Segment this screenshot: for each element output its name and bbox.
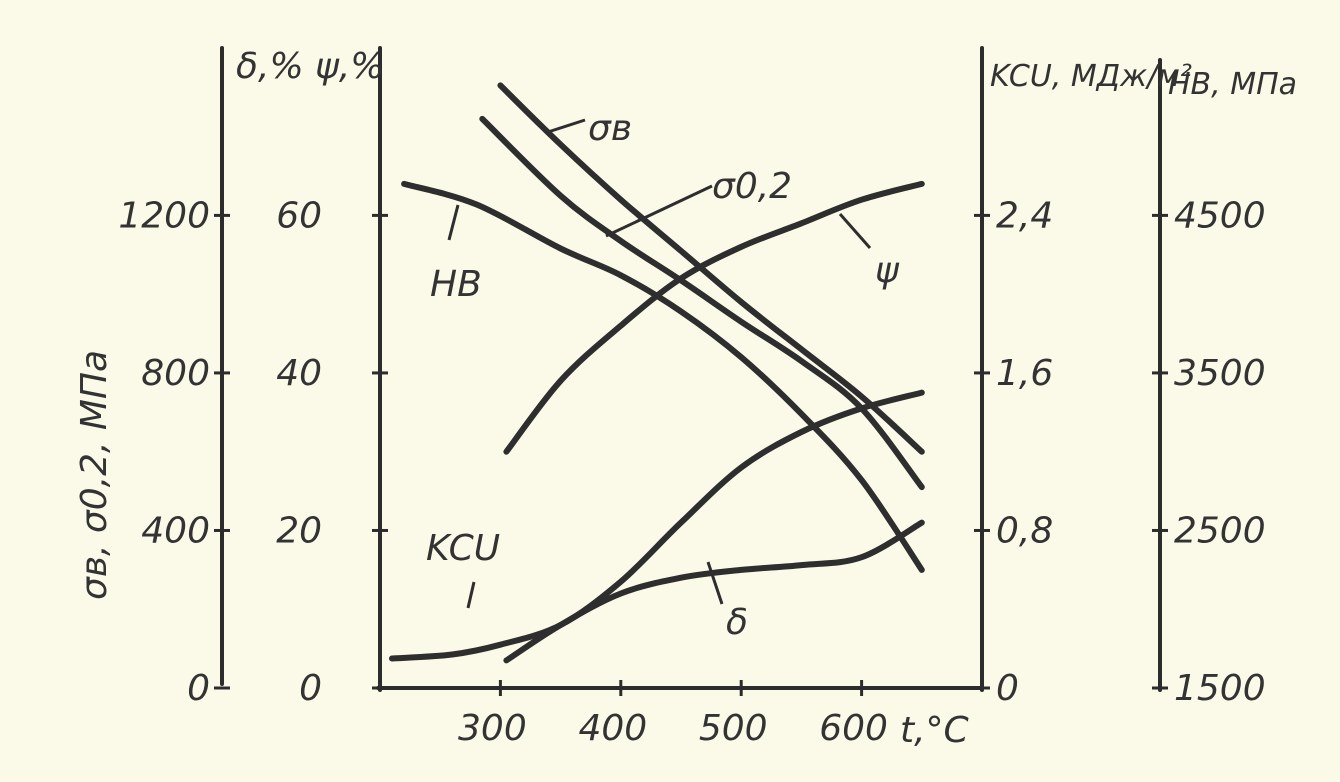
series-line-sigma-b [497,82,925,455]
label-leader [547,118,586,134]
strength-axis-label: σв, σ0,2, МПа [74,350,115,600]
ductility-tick-label: 40 [276,353,322,394]
series [389,82,925,664]
axes [220,46,1162,692]
series-label-kcu: KCU [426,528,500,569]
series-label-hb: HB [430,264,482,305]
label-leader [605,184,713,238]
impact-tick-label: 0 [996,668,1019,709]
ductility-tick-label: 60 [276,195,322,236]
series-line-psi [503,180,925,455]
hardness-tick-label: 4500 [1174,195,1266,236]
ductility-tick-label: 20 [276,510,322,551]
label-leader [706,561,724,605]
strength-tick-label: 800 [141,353,210,394]
strength-tick-label: 0 [187,668,210,709]
x-tick-label: 600 [819,708,888,749]
series-line-kcu [389,389,925,662]
series-label-psi: ψ [875,250,900,291]
series-label-sigma-b: σв [588,108,632,149]
x-tick-label: 400 [578,708,647,749]
label-leader [447,204,460,241]
x-tick-label: 300 [458,708,527,749]
ductility-axis-label: δ,% ψ,% [236,46,385,87]
ticks: 04008001200020406000,81,62,4150025003500… [118,195,1265,749]
hardness-tick-label: 2500 [1174,510,1266,551]
hardness-axis-label: HB, МПа [1168,67,1297,102]
impact-tick-label: 0,8 [996,510,1053,551]
impact-tick-label: 1,6 [996,353,1053,394]
strength-tick-label: 1200 [118,195,210,236]
series-line-hb [401,180,925,573]
series-label-delta: δ [726,602,748,643]
hardness-tick-label: 1500 [1174,668,1266,709]
label-leaders [447,118,872,609]
text-labels: σв, σ0,2, МПа δ,% ψ,% KCU, МДж/м² HB, МП… [74,46,1297,751]
label-leader [466,581,476,609]
ductility-tick-label: 0 [299,668,322,709]
label-leader [838,213,872,249]
impact-axis-label: KCU, МДж/м² [990,59,1192,94]
impact-tick-label: 2,4 [996,195,1053,236]
series-line-delta [503,519,925,664]
strength-tick-label: 400 [141,510,210,551]
x-tick-label: 500 [699,708,768,749]
series-line-sigma-02 [479,115,925,491]
series-label-sigma-02: σ0,2 [712,166,792,207]
x-axis-label: t,°C [900,710,970,751]
hardness-tick-label: 3500 [1174,353,1266,394]
